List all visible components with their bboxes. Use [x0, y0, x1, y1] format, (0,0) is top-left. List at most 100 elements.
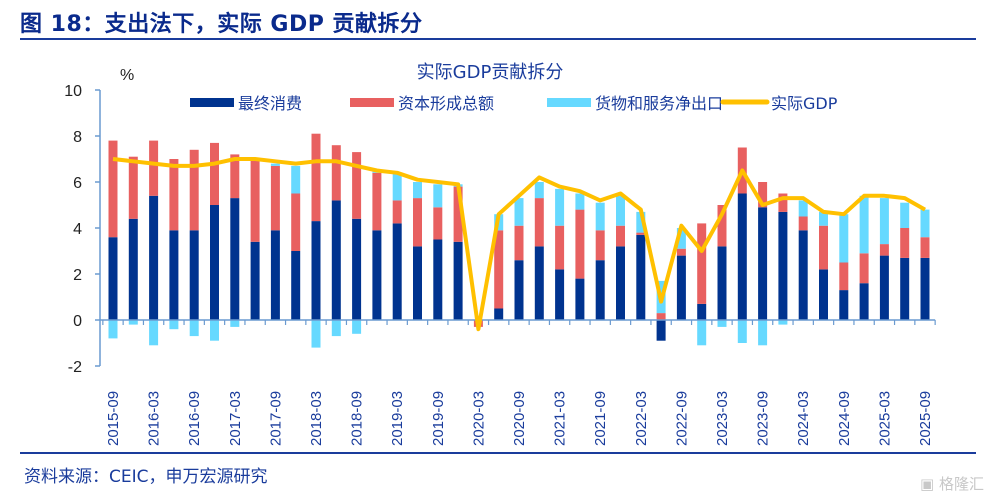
bar-segment — [250, 159, 260, 242]
x-tick-label: 2022-09 — [673, 391, 690, 446]
bar-segment — [819, 211, 828, 226]
legend-label: 资本形成总额 — [398, 94, 494, 113]
bar-segment — [169, 320, 179, 330]
y-tick-label: 8 — [73, 129, 82, 146]
bar-segment — [453, 186, 463, 242]
bar-segment — [595, 260, 605, 320]
bar-segment — [534, 198, 544, 247]
bar-segment — [230, 154, 240, 199]
bar-segment — [697, 320, 707, 346]
bar-segment — [616, 246, 625, 320]
x-tick-label: 2019-09 — [430, 391, 447, 446]
x-tick-label: 2017-09 — [267, 391, 284, 446]
bar-segment — [291, 251, 301, 320]
bar-segment — [717, 246, 727, 320]
bar-segment — [636, 232, 646, 235]
bar-segment — [413, 198, 422, 247]
bar-segment — [210, 205, 219, 320]
bar-segment — [494, 308, 504, 320]
bar-segment — [839, 214, 849, 263]
gdp-line-layer — [112, 157, 926, 332]
x-tick-label: 2020-09 — [511, 391, 528, 446]
x-tick-label: 2025-09 — [917, 391, 934, 446]
bar-segment — [839, 262, 849, 291]
x-tick-label: 2023-03 — [714, 391, 731, 446]
bar-segment — [920, 237, 930, 258]
y-unit-label: % — [120, 67, 134, 84]
bar-segment — [230, 320, 240, 327]
bar-segment — [149, 320, 159, 346]
x-tick-label: 2016-09 — [186, 391, 203, 446]
bar-segment — [291, 193, 301, 251]
bar-segment — [331, 200, 341, 320]
bar-segment — [879, 198, 889, 245]
bars — [108, 133, 930, 348]
watermark-logo: ▣ 格隆汇 — [920, 475, 984, 493]
bar-segment — [311, 133, 321, 222]
x-tick-label: 2025-03 — [876, 391, 893, 446]
legend: 最终消费 资本形成总额 货物和服务净出口 实际GDP — [190, 94, 838, 113]
bar-segment — [697, 223, 707, 304]
bar-segment — [169, 159, 179, 231]
bar-segment — [595, 202, 605, 231]
bar-segment — [149, 140, 159, 196]
bar-segment — [108, 237, 118, 320]
bar-segment — [352, 218, 362, 320]
bar-segment — [128, 156, 138, 219]
bar-segment — [270, 163, 280, 166]
bar-segment — [311, 221, 321, 320]
bar-segment — [636, 234, 646, 320]
bar-segment — [534, 246, 544, 320]
bar-segment — [433, 184, 443, 208]
bar-segment — [534, 182, 544, 199]
bar-segment — [514, 225, 524, 261]
bar-segment — [514, 260, 524, 320]
bar-segment — [676, 255, 686, 320]
bar-segment — [758, 182, 768, 208]
legend-swatch — [350, 98, 394, 107]
bar-segment — [230, 198, 240, 320]
bar-segment — [819, 269, 828, 320]
bar-segment — [433, 207, 443, 240]
bar-segment — [453, 241, 463, 320]
bar-segment — [575, 278, 585, 320]
bar-segment — [819, 225, 828, 270]
bar-segment — [900, 228, 910, 258]
x-tick-label: 2023-09 — [755, 391, 772, 446]
chart-title: 实际GDP贡献拆分 — [417, 62, 564, 83]
bar-segment — [859, 283, 869, 320]
bar-segment — [555, 225, 565, 270]
bar-segment — [189, 230, 199, 320]
bar-segment — [210, 142, 219, 205]
bar-segment — [656, 320, 666, 341]
title-rule — [20, 38, 976, 40]
bar-segment — [189, 149, 199, 231]
bar-segment — [839, 290, 849, 320]
x-tick-label: 2021-03 — [552, 391, 569, 446]
bar-segment — [859, 195, 869, 254]
bar-segment — [128, 218, 138, 320]
bar-segment — [128, 320, 138, 325]
bar-segment — [108, 320, 118, 339]
bar-segment — [778, 320, 788, 325]
bar-segment — [331, 145, 341, 201]
x-tick-label: 2020-03 — [470, 391, 487, 446]
y-axis: 10 8 6 4 2 0 -2 — [64, 83, 101, 376]
bar-segment — [758, 320, 768, 346]
bar-segment — [108, 140, 118, 238]
bar-segment — [656, 313, 666, 320]
bar-segment — [352, 320, 362, 334]
bar-segment — [616, 195, 625, 226]
bar-segment — [433, 239, 443, 320]
bar-segment — [270, 230, 280, 320]
x-tick-label: 2016-03 — [146, 391, 163, 446]
bar-segment — [798, 230, 808, 320]
bar-segment — [555, 269, 565, 320]
bar-segment — [697, 303, 707, 320]
y-tick-label: 6 — [73, 175, 82, 192]
legend-label: 实际GDP — [771, 94, 838, 113]
x-tick-label: 2024-03 — [795, 391, 812, 446]
bar-segment — [900, 202, 910, 228]
x-axis: 2015-09 2016-03 2016-09 2017-03 2017-09 2018-… — [100, 319, 936, 446]
